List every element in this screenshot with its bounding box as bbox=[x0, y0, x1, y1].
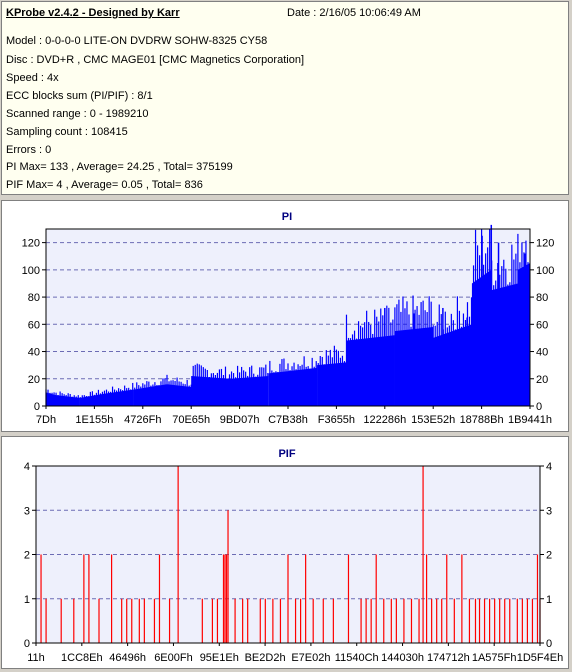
pi-ytick-label-left: 80 bbox=[28, 292, 40, 304]
pif-ytick-label-left: 4 bbox=[24, 461, 30, 473]
pif-ytick-label-left: 2 bbox=[24, 550, 30, 562]
pi-ytick-label-left: 60 bbox=[28, 319, 40, 331]
pi-xtick-label: 7Dh bbox=[36, 414, 56, 426]
pi-ytick-label-right: 80 bbox=[536, 292, 548, 304]
pif-ytick-label-right: 4 bbox=[546, 461, 552, 473]
pi-ytick-label-left: 40 bbox=[28, 347, 40, 359]
info-panel: KProbe v2.4.2 - Designed by Karr Date : … bbox=[1, 1, 569, 195]
pif-ytick-label-left: 3 bbox=[24, 505, 30, 517]
pi-xtick-label: C7B38h bbox=[268, 414, 308, 426]
sampling-line: Sampling count : 108415 bbox=[6, 126, 128, 138]
pif-plot-border bbox=[35, 465, 541, 644]
pi-ytick-label-left: 100 bbox=[22, 265, 40, 277]
disc-line: Disc : DVD+R , CMC MAGE01 [CMC Magnetics… bbox=[6, 54, 304, 66]
pif-chart: PIF 0 0 1 1 2 2 3 3 4 4 11h 1CC8Eh 46496h 6E00Fh 95E1Eh… bbox=[24, 448, 563, 664]
pi-xtick-label: 153E52h bbox=[411, 414, 455, 426]
pif-xtick-label: 6E00Fh bbox=[154, 652, 193, 664]
ecc-line: ECC blocks sum (PI/PIF) : 8/1 bbox=[6, 90, 153, 102]
pi-ytick-label-left: 0 bbox=[34, 401, 40, 413]
pif-xtick-label: E7E02h bbox=[291, 652, 330, 664]
pif-xtick-label: 11540Ch bbox=[335, 652, 379, 664]
pi-xtick-label: F3655h bbox=[318, 414, 355, 426]
pif-ytick-label-right: 1 bbox=[546, 594, 552, 606]
pi-ytick-label-right: 120 bbox=[536, 238, 554, 250]
pi-ytick-label-right: 40 bbox=[536, 347, 548, 359]
pi-ytick-label-left: 120 bbox=[22, 238, 40, 250]
model-line: Model : 0-0-0-0 LITE-ON DVDRW SOHW-8325 … bbox=[6, 35, 268, 47]
pi-chart: PI 0 0 20 20 40 40 60 60 80 80 100 100 120 120 7Dh 1E155… bbox=[22, 211, 555, 426]
pi-area-segment bbox=[317, 362, 347, 406]
pif-xtick-label: 144030h bbox=[381, 652, 424, 664]
pi-chart-title: PI bbox=[282, 211, 292, 223]
pi-chart-panel: PI 0 0 20 20 40 40 60 60 80 80 100 100 120 120 7Dh 1E155… bbox=[1, 200, 569, 432]
pi-ytick-label-left: 20 bbox=[28, 374, 40, 386]
pif-ytick-label-right: 2 bbox=[546, 550, 552, 562]
pif-xtick-label: 11h bbox=[27, 652, 45, 664]
pif-xtick-label: 1D5F4Eh bbox=[517, 652, 563, 664]
range-line: Scanned range : 0 - 1989210 bbox=[6, 108, 149, 120]
app-title: KProbe v2.4.2 - Designed by Karr bbox=[6, 7, 180, 19]
pi-xtick-label: 122286h bbox=[363, 414, 406, 426]
pi-xtick-label: 4726Fh bbox=[124, 414, 161, 426]
pif-xtick-label: BE2D2h bbox=[245, 652, 286, 664]
pi-xtick-label: 9BD07h bbox=[220, 414, 260, 426]
pif-ytick-label-right: 0 bbox=[546, 638, 552, 650]
pif-stats-line: PIF Max= 4 , Average= 0.05 , Total= 836 bbox=[6, 179, 203, 191]
pi-xtick-label: 70E65h bbox=[172, 414, 210, 426]
pi-ytick-label-right: 0 bbox=[536, 401, 542, 413]
pi-ytick-label-right: 20 bbox=[536, 374, 548, 386]
pif-ytick-label-left: 0 bbox=[24, 638, 30, 650]
pif-xtick-label: 46496h bbox=[109, 652, 146, 664]
pi-xtick-label: 18788Bh bbox=[460, 414, 504, 426]
pif-chart-title: PIF bbox=[278, 448, 295, 460]
pif-xtick-label: 1CC8Eh bbox=[61, 652, 103, 664]
scan-date: Date : 2/16/05 10:06:49 AM bbox=[287, 7, 421, 19]
pi-xtick-label: 1E155h bbox=[75, 414, 113, 426]
pif-ytick-label-left: 1 bbox=[24, 594, 30, 606]
errors-line: Errors : 0 bbox=[6, 144, 52, 156]
speed-line: Speed : 4x bbox=[6, 72, 59, 84]
pi-ytick-label-right: 60 bbox=[536, 319, 548, 331]
pi-area-segment bbox=[268, 367, 318, 406]
pif-xtick-label: 95E1Eh bbox=[200, 652, 239, 664]
pif-xtick-label: 174712h bbox=[427, 652, 470, 664]
pi-stats-line: PI Max= 133 , Average= 24.25 , Total= 37… bbox=[6, 161, 233, 173]
pif-xtick-label: 1A575Fh bbox=[472, 652, 517, 664]
pi-ytick-label-right: 100 bbox=[536, 265, 554, 277]
pif-ytick-label-right: 3 bbox=[546, 505, 552, 517]
pif-chart-panel: PIF 0 0 1 1 2 2 3 3 4 4 11h 1CC8Eh 46496h 6E00Fh 95E1Eh… bbox=[1, 436, 569, 669]
pi-xtick-label: 1B9441h bbox=[508, 414, 552, 426]
